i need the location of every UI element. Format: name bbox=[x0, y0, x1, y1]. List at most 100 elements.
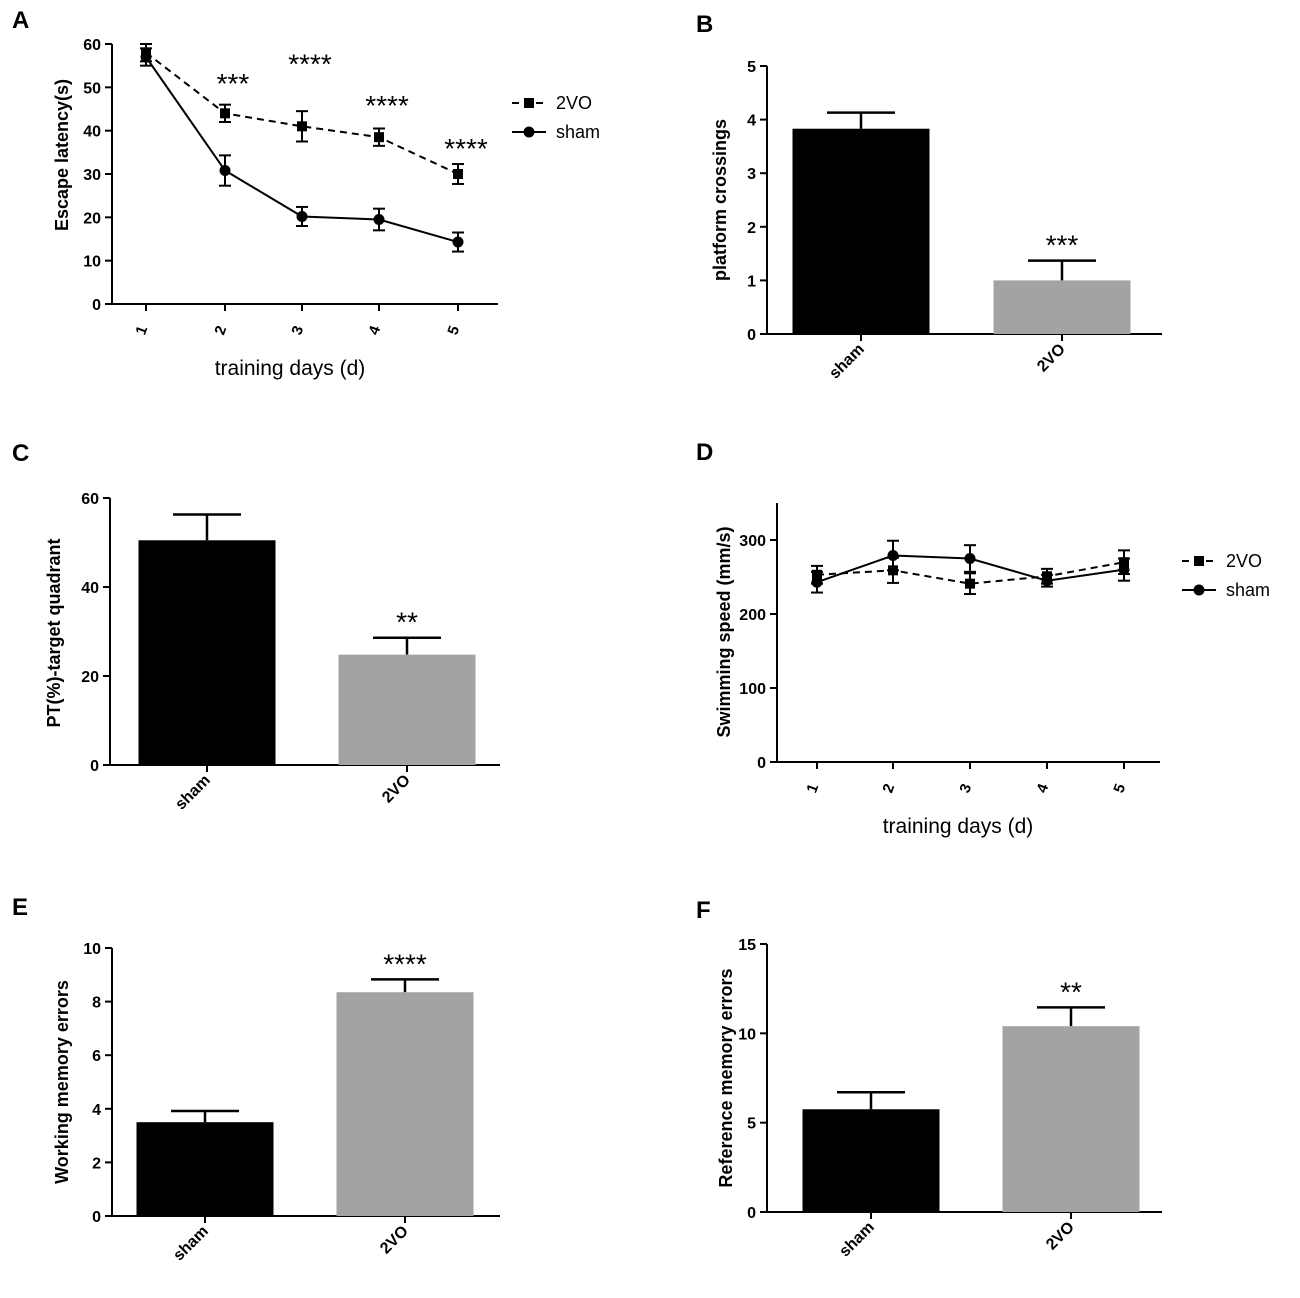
data-point-square bbox=[297, 121, 307, 132]
data-point-circle bbox=[887, 550, 899, 562]
y-tick-label: 10 bbox=[83, 941, 101, 958]
data-point-square bbox=[374, 132, 384, 143]
legend-marker-circle bbox=[523, 126, 535, 138]
x-axis-label: training days (d) bbox=[215, 357, 366, 380]
legend-marker-square bbox=[524, 98, 534, 108]
x-tick-label: 2 bbox=[879, 782, 898, 796]
significance-label: ** bbox=[396, 607, 418, 638]
y-tick-label: 0 bbox=[747, 1205, 756, 1222]
panel-letter: C bbox=[12, 440, 29, 467]
y-tick-label: 50 bbox=[83, 80, 101, 97]
y-tick-label: 10 bbox=[738, 1026, 756, 1043]
x-axis-label: training days (d) bbox=[883, 815, 1034, 838]
data-point-circle bbox=[219, 165, 231, 177]
x-tick-label: 5 bbox=[1110, 782, 1129, 796]
data-point-circle bbox=[1041, 575, 1053, 587]
x-tick-label-2vo: 2VO bbox=[1034, 341, 1069, 376]
y-axis-label: Swimming speed (mm/s) bbox=[714, 526, 734, 737]
bar-2vo bbox=[336, 992, 474, 1216]
data-point-circle bbox=[140, 51, 152, 63]
data-point-square bbox=[220, 108, 230, 119]
bar-2vo bbox=[993, 280, 1131, 334]
y-tick-label: 20 bbox=[81, 669, 99, 686]
x-tick-label-2vo: 2VO bbox=[379, 772, 414, 807]
y-tick-label: 4 bbox=[92, 1102, 101, 1119]
panel-letter: D bbox=[696, 439, 713, 466]
x-tick-label-sham: sham bbox=[172, 772, 214, 814]
legend-label-sham: sham bbox=[556, 122, 600, 142]
x-tick-label: 5 bbox=[444, 324, 463, 338]
panel-letter: F bbox=[696, 897, 711, 924]
significance-label: **** bbox=[288, 49, 332, 80]
panel-letter: B bbox=[696, 11, 713, 38]
y-tick-label: 20 bbox=[83, 210, 101, 227]
significance-label: **** bbox=[365, 90, 409, 121]
y-tick-label: 4 bbox=[747, 113, 756, 130]
y-tick-label: 0 bbox=[757, 755, 766, 772]
significance-label: *** bbox=[1046, 230, 1079, 261]
legend-marker-circle bbox=[1193, 584, 1205, 596]
y-axis-label: PT(%)-target quadrant bbox=[44, 538, 64, 727]
y-tick-label: 10 bbox=[83, 254, 101, 271]
data-point-circle bbox=[811, 576, 823, 588]
x-tick-label-sham: sham bbox=[170, 1223, 212, 1265]
legend-label-sham: sham bbox=[1226, 580, 1270, 600]
data-point-circle bbox=[964, 553, 976, 564]
legend-label-2vo: 2VO bbox=[556, 93, 592, 113]
significance-label: *** bbox=[217, 68, 250, 99]
data-point-circle bbox=[373, 214, 385, 225]
y-tick-label: 2 bbox=[92, 1155, 101, 1172]
legend-label-2vo: 2VO bbox=[1226, 551, 1262, 571]
y-tick-label: 30 bbox=[83, 167, 101, 184]
y-tick-label: 300 bbox=[739, 533, 766, 550]
y-tick-label: 2 bbox=[747, 220, 756, 237]
y-tick-label: 0 bbox=[92, 297, 101, 314]
y-tick-label: 15 bbox=[738, 937, 756, 954]
y-tick-label: 1 bbox=[747, 273, 756, 290]
series-line-2vo bbox=[145, 51, 459, 175]
y-tick-label: 3 bbox=[747, 166, 756, 183]
panel-e: E 0 2 4 6 8 10 Working memory errors sham 2VO **** bbox=[12, 894, 500, 1264]
x-tick-label: 3 bbox=[956, 782, 975, 796]
panel-d: D 0 100 200 300 Swimming speed (mm/s) 1 2 3 4 5 tra… bbox=[696, 439, 1270, 838]
x-tick-label-sham: sham bbox=[836, 1219, 878, 1261]
panel-letter: A bbox=[12, 7, 29, 34]
x-tick-label: 1 bbox=[132, 324, 151, 338]
y-tick-label: 40 bbox=[83, 124, 101, 141]
y-tick-label: 40 bbox=[81, 580, 99, 597]
bar-sham bbox=[136, 1122, 274, 1216]
x-tick-label: 2 bbox=[211, 324, 230, 338]
legend-marker-square bbox=[1194, 556, 1204, 566]
y-tick-label: 0 bbox=[90, 758, 99, 775]
data-point-square bbox=[453, 169, 463, 179]
y-axis-label: Working memory errors bbox=[52, 980, 72, 1184]
x-tick-label: 4 bbox=[1033, 781, 1052, 795]
x-tick-label: 3 bbox=[288, 324, 307, 338]
y-tick-label: 0 bbox=[747, 327, 756, 344]
significance-label: ** bbox=[1060, 976, 1082, 1007]
y-axis-label: Reference memory errors bbox=[716, 968, 736, 1187]
y-tick-label: 200 bbox=[739, 607, 766, 624]
y-tick-label: 6 bbox=[92, 1048, 101, 1065]
panel-letter: E bbox=[12, 894, 28, 921]
y-tick-label: 5 bbox=[747, 1116, 756, 1133]
data-point-circle bbox=[296, 210, 308, 222]
panel-c: C 0 20 40 60 PT(%)-target quadrant sham 2VO ** bbox=[12, 440, 500, 813]
y-axis-label: platform crossings bbox=[710, 119, 730, 281]
y-tick-label: 0 bbox=[92, 1209, 101, 1226]
x-tick-label-2vo: 2VO bbox=[1043, 1219, 1078, 1254]
series-sham bbox=[811, 539, 1130, 594]
significance-label: **** bbox=[444, 133, 488, 164]
y-tick-label: 60 bbox=[81, 491, 99, 508]
data-point-circle bbox=[1118, 564, 1130, 576]
significance-label: **** bbox=[383, 948, 427, 979]
x-tick-label-2vo: 2VO bbox=[377, 1223, 412, 1258]
x-tick-label: 1 bbox=[803, 782, 822, 796]
x-tick-label: 4 bbox=[365, 323, 384, 337]
series-line-2vo bbox=[816, 561, 1125, 585]
y-axis-label: Escape latency(s) bbox=[52, 79, 72, 231]
bar-2vo bbox=[1002, 1026, 1140, 1212]
y-tick-label: 5 bbox=[747, 59, 756, 76]
